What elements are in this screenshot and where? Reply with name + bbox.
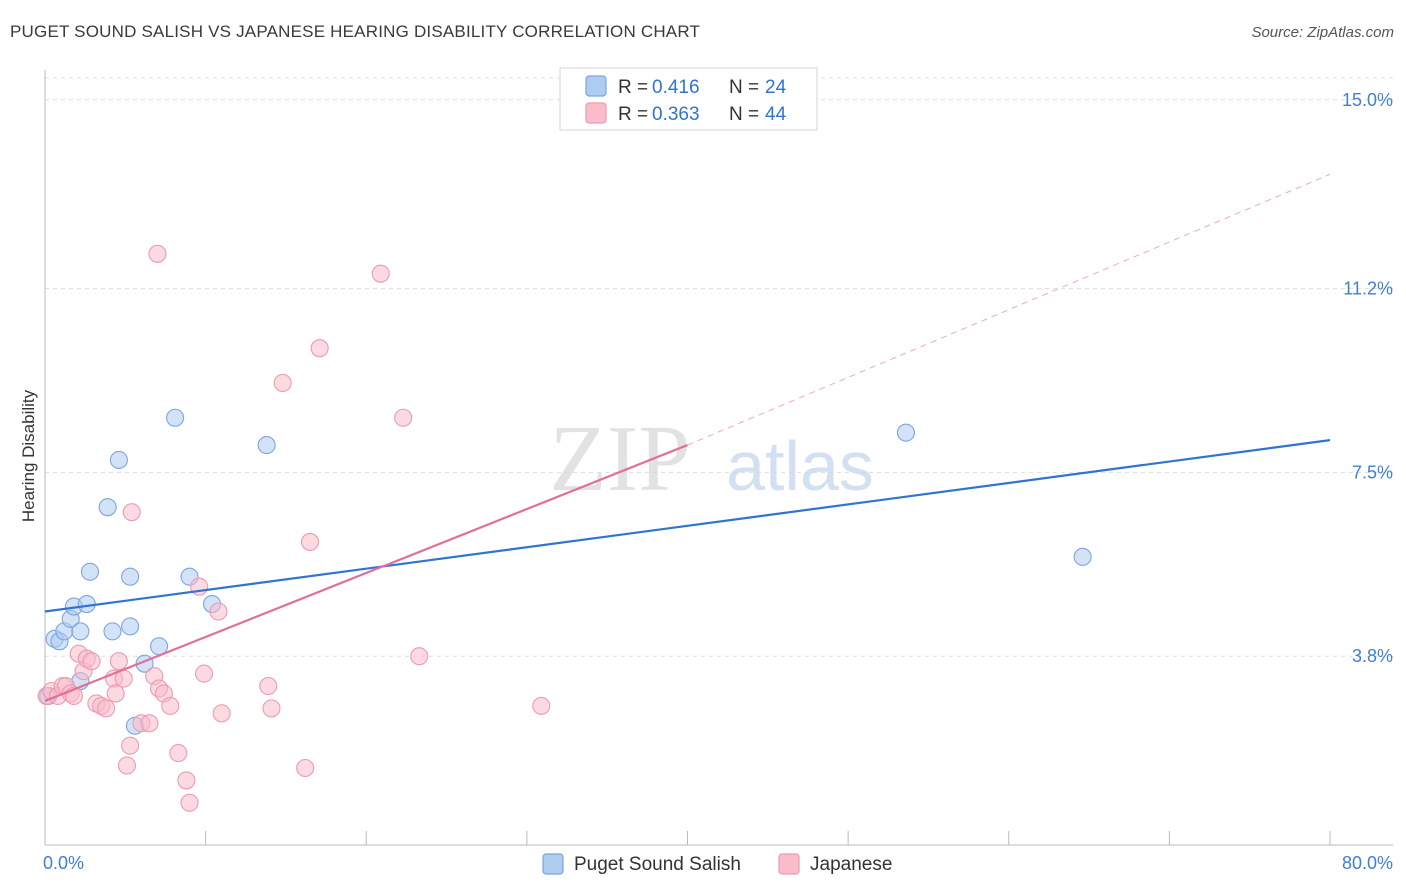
legend-swatch-japanese <box>585 102 607 124</box>
point-japanese <box>300 532 320 552</box>
point-salish <box>121 617 140 636</box>
point-salish <box>121 567 140 586</box>
point-salish <box>257 436 276 455</box>
legend-n-label: N = <box>729 77 759 98</box>
trend-layer <box>44 173 1331 702</box>
point-japanese <box>394 408 413 427</box>
trendline-salish <box>44 439 1331 613</box>
point-japanese <box>177 771 196 790</box>
point-japanese <box>262 699 281 718</box>
y-tick-label: 11.2% <box>1343 279 1393 299</box>
point-japanese <box>532 696 551 715</box>
legend-r-label: R = <box>618 104 648 125</box>
axis-layer: 3.8% 7.5% 11.2% 15.0% <box>44 70 1393 846</box>
point-japanese <box>122 503 141 522</box>
x-tick-label-max: 80.0% <box>1342 853 1393 873</box>
bottom-legend-label-salish: Puget Sound Salish <box>574 854 741 875</box>
point-japanese <box>117 756 136 775</box>
point-salish <box>98 498 117 517</box>
chart-title: PUGET SOUND SALISH VS JAPANESE HEARING D… <box>10 22 701 41</box>
y-tick-label: 15.0% <box>1342 90 1393 110</box>
point-salish <box>109 450 128 470</box>
point-japanese <box>96 699 116 718</box>
bottom-legend-label-japanese: Japanese <box>810 854 892 875</box>
bottom-legend: Puget Sound Salish Japanese <box>542 853 892 875</box>
point-salish <box>71 622 90 641</box>
point-japanese <box>212 704 231 723</box>
points-layer <box>37 244 1092 812</box>
y-tick-label: 3.8% <box>1352 646 1393 666</box>
point-salish <box>896 423 916 442</box>
watermark-atlas: atlas <box>726 427 874 505</box>
point-japanese <box>194 664 214 683</box>
grid-layer <box>45 77 1393 657</box>
source-credit: Source: ZipAtlas.com <box>1251 24 1394 41</box>
watermark: ZIP atlas <box>550 407 874 511</box>
point-japanese <box>259 676 278 696</box>
bottom-legend-swatch-japanese <box>778 853 800 875</box>
point-japanese <box>273 373 292 393</box>
legend-n-label: N = <box>729 104 759 125</box>
point-japanese <box>148 244 167 263</box>
legend-n-value: 44 <box>765 104 787 125</box>
point-japanese <box>140 714 159 733</box>
point-japanese <box>106 684 125 703</box>
point-japanese <box>209 602 228 621</box>
point-salish <box>1073 547 1092 566</box>
point-japanese <box>169 744 188 763</box>
point-salish <box>103 622 122 641</box>
bottom-legend-swatch-salish <box>542 853 564 875</box>
point-japanese <box>121 736 140 755</box>
point-japanese <box>371 264 390 283</box>
x-tick-label-min: 0.0% <box>43 853 84 873</box>
legend-r-label: R = <box>618 77 648 98</box>
point-salish <box>80 562 100 581</box>
y-tick-label: 7.5% <box>1352 462 1393 482</box>
legend-swatch-salish <box>585 75 607 97</box>
point-japanese <box>82 652 101 671</box>
watermark-zip: ZIP <box>550 407 691 511</box>
trendline-japanese <box>44 444 688 702</box>
point-japanese <box>310 339 329 358</box>
trendline-japanese-extension <box>687 173 1331 446</box>
point-japanese <box>410 647 429 666</box>
legend-r-value: 0.363 <box>652 104 700 125</box>
y-axis-title: Hearing Disability <box>19 389 38 522</box>
legend-r-value: 0.416 <box>652 77 700 98</box>
point-salish <box>166 408 185 427</box>
legend-n-value: 24 <box>765 77 787 98</box>
point-japanese <box>296 758 315 778</box>
point-japanese <box>180 793 199 812</box>
point-japanese <box>161 696 180 715</box>
point-japanese <box>109 652 128 671</box>
legend: R = 0.416 N = 24 R = 0.363 N = 44 <box>559 67 818 131</box>
